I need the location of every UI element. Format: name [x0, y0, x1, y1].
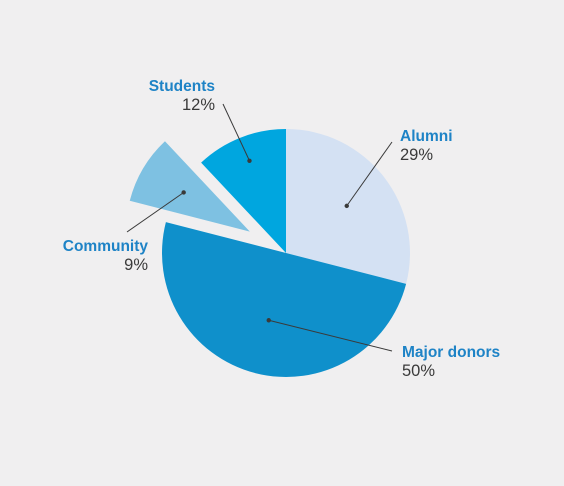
leader-line-alumni — [346, 141, 393, 207]
slice-label-alumni: Alumni — [400, 128, 453, 145]
slice-label-students: Students — [149, 78, 215, 95]
slice-value-community: 9% — [124, 256, 148, 274]
leader-dot-community — [181, 190, 186, 195]
leader-line-major-donors — [268, 319, 393, 352]
slice-value-alumni: 29% — [400, 146, 433, 164]
leader-dot-major-donors — [266, 318, 271, 323]
slice-value-students: 12% — [182, 96, 215, 114]
slice-label-community: Community — [63, 238, 149, 255]
slice-students — [201, 129, 286, 253]
leader-dot-students — [247, 158, 252, 163]
slice-community — [129, 141, 250, 232]
slice-value-major-donors: 50% — [402, 362, 435, 380]
leader-lines — [126, 103, 393, 352]
leader-line-students — [222, 103, 250, 161]
slice-label-major-donors: Major donors — [402, 344, 500, 361]
leader-dot-alumni — [344, 203, 349, 209]
leader-line-community — [126, 192, 184, 233]
pie-slices — [129, 129, 410, 377]
slice-major-donors — [162, 222, 407, 377]
